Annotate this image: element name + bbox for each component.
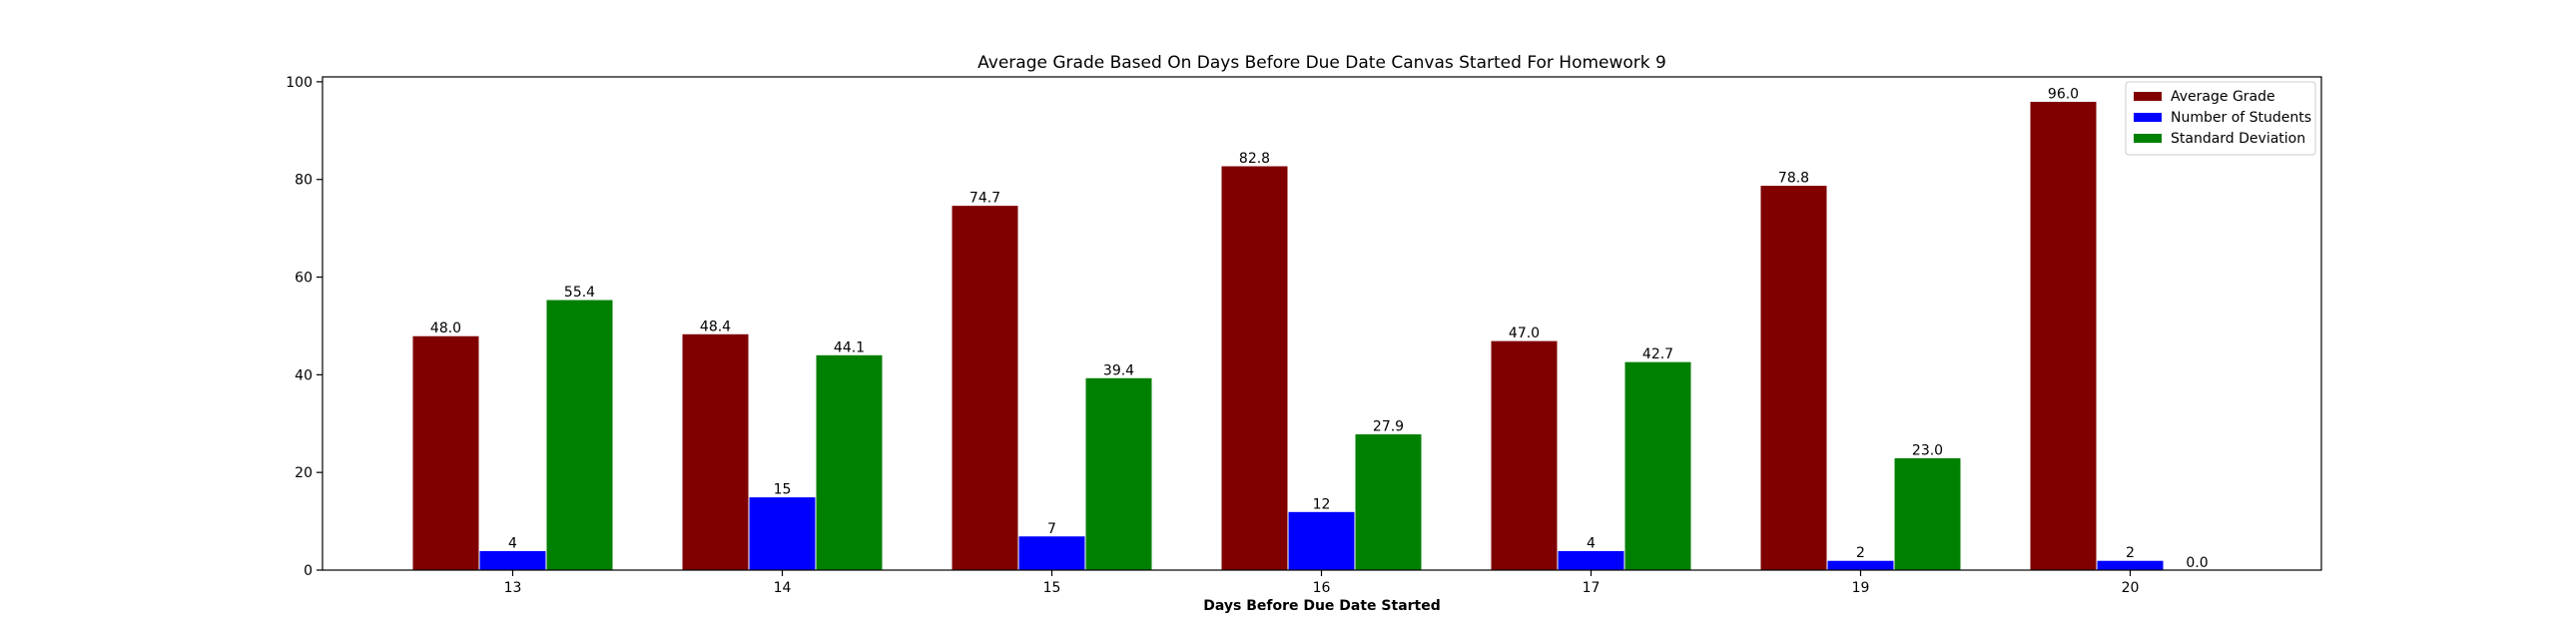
x-axis: 13 14 15 16 17 19 20 bbox=[504, 570, 2140, 596]
bar-average-grade-14 bbox=[681, 332, 750, 571]
data-label-standard-deviation-17: 42.7 bbox=[1642, 346, 1673, 362]
data-label-standard-deviation-14: 44.1 bbox=[834, 339, 865, 355]
data-label-number-of-students-16: 12 bbox=[1313, 496, 1331, 512]
legend-box bbox=[2125, 81, 2316, 156]
x-tick-label: 14 bbox=[774, 580, 792, 596]
y-axis: 0 20 40 60 80 100 bbox=[286, 75, 322, 579]
legend: Average Grade Number of Students Standard … bbox=[2125, 81, 2316, 156]
bar-average-grade-20 bbox=[2029, 100, 2098, 571]
data-label-standard-deviation-19: 23.0 bbox=[1912, 443, 1943, 459]
data-label-standard-deviation-13: 55.4 bbox=[564, 285, 595, 301]
data-label-average-grade-14: 48.4 bbox=[700, 319, 731, 334]
legend-label: Number of Students bbox=[2171, 110, 2311, 126]
legend-swatch bbox=[2134, 134, 2162, 143]
data-label-number-of-students-20: 2 bbox=[2126, 545, 2135, 561]
bars-layer bbox=[411, 100, 2165, 571]
bar-number-of-students-20 bbox=[2096, 559, 2165, 571]
y-tick-label: 100 bbox=[286, 75, 313, 91]
x-tick-label: 13 bbox=[504, 580, 522, 596]
y-tick-label: 20 bbox=[295, 465, 313, 481]
data-label-number-of-students-15: 7 bbox=[1047, 521, 1056, 537]
bar-average-grade-17 bbox=[1490, 339, 1559, 571]
x-axis-label: Days Before Due Date Started bbox=[1203, 598, 1441, 614]
x-tick-label: 15 bbox=[1043, 580, 1061, 596]
data-label-number-of-students-17: 4 bbox=[1587, 535, 1596, 551]
bar-average-grade-13 bbox=[411, 334, 480, 571]
data-label-number-of-students-13: 4 bbox=[508, 535, 517, 551]
bar-number-of-students-19 bbox=[1826, 559, 1895, 571]
data-label-average-grade-15: 74.7 bbox=[969, 191, 1000, 207]
bar-standard-deviation-13 bbox=[545, 299, 614, 571]
data-label-number-of-students-19: 2 bbox=[1856, 545, 1865, 561]
x-tick-label: 16 bbox=[1313, 580, 1331, 596]
data-label-average-grade-13: 48.0 bbox=[430, 321, 461, 336]
chart-title: Average Grade Based On Days Before Due D… bbox=[977, 53, 1666, 73]
legend-label: Average Grade bbox=[2171, 89, 2275, 105]
bar-average-grade-15 bbox=[951, 205, 1019, 571]
data-label-average-grade-16: 82.8 bbox=[1239, 151, 1270, 167]
y-tick-label: 0 bbox=[304, 563, 313, 579]
bar-standard-deviation-17 bbox=[1623, 360, 1692, 571]
legend-label: Standard Deviation bbox=[2171, 131, 2305, 147]
y-tick-label: 40 bbox=[295, 367, 313, 383]
bar-number-of-students-13 bbox=[478, 549, 547, 571]
bar-number-of-students-15 bbox=[1017, 535, 1086, 571]
data-labels-layer: 48.0 48.4 74.7 82.8 47.0 78.8 96.0 4 15 7 12 4 2 2 55.… bbox=[430, 86, 2209, 571]
y-tick-label: 60 bbox=[295, 271, 313, 287]
bar-standard-deviation-14 bbox=[815, 353, 884, 571]
y-tick-label: 80 bbox=[295, 173, 313, 189]
data-label-number-of-students-14: 15 bbox=[774, 482, 792, 498]
data-label-standard-deviation-15: 39.4 bbox=[1103, 362, 1134, 378]
bar-number-of-students-14 bbox=[748, 496, 817, 571]
data-label-average-grade-17: 47.0 bbox=[1509, 325, 1540, 341]
x-tick-label: 19 bbox=[1852, 580, 1870, 596]
x-tick-label: 20 bbox=[2122, 580, 2140, 596]
bar-number-of-students-17 bbox=[1557, 549, 1625, 571]
data-label-standard-deviation-20: 0.0 bbox=[2186, 555, 2208, 571]
x-tick-label: 17 bbox=[1583, 580, 1601, 596]
legend-swatch bbox=[2134, 113, 2162, 122]
bar-standard-deviation-15 bbox=[1084, 376, 1153, 571]
bar-standard-deviation-16 bbox=[1354, 433, 1423, 571]
legend-swatch bbox=[2134, 92, 2162, 101]
bar-average-grade-16 bbox=[1220, 165, 1289, 571]
data-label-average-grade-19: 78.8 bbox=[1778, 171, 1809, 187]
bar-average-grade-19 bbox=[1759, 185, 1828, 571]
data-label-standard-deviation-16: 27.9 bbox=[1373, 419, 1404, 435]
bar-number-of-students-16 bbox=[1287, 510, 1356, 571]
bar-standard-deviation-19 bbox=[1893, 457, 1962, 571]
data-label-average-grade-20: 96.0 bbox=[2048, 86, 2079, 102]
